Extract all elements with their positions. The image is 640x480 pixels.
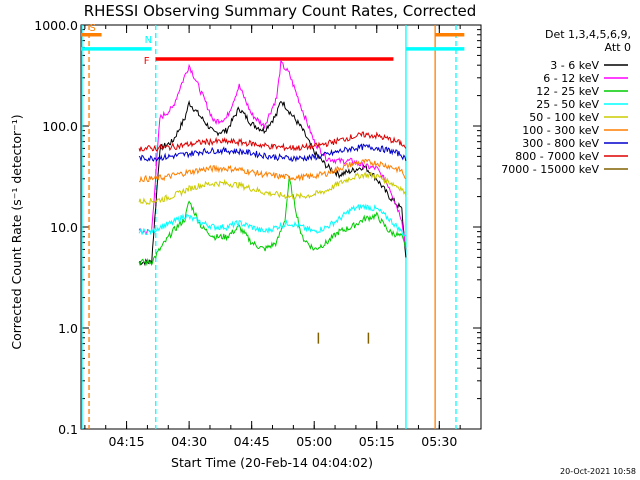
series-line (138, 99, 407, 267)
flag-label: F (144, 56, 150, 67)
legend-entry-label: 12 - 25 keV (536, 85, 599, 98)
series-7000-15000kev (317, 332, 370, 344)
legend-entry-label: 800 - 7000 keV (515, 150, 599, 163)
flag-label: N (145, 35, 152, 46)
legend-entry-label: 6 - 12 keV (543, 72, 599, 85)
x-tick-label: 05:30 (421, 434, 457, 449)
x-tick-label: 05:15 (359, 434, 395, 449)
legend-entry-label: 7000 - 15000 keV (501, 163, 599, 176)
series-300-800kev (138, 143, 407, 163)
chart-title: RHESSI Observing Summary Count Rates, Co… (84, 2, 477, 20)
legend-header-line-2: Att 0 (605, 41, 631, 54)
x-tick-label: 05:00 (296, 434, 332, 449)
timestamp-stamp: 20-Oct-2021 10:58 (560, 467, 636, 476)
y-tick-label: 10.0 (50, 220, 78, 235)
series-line (138, 158, 407, 183)
series-line (138, 143, 407, 163)
x-axis-tick-labels: 04:15 04:30 04:45 05:00 05:15 05:30 (109, 434, 458, 449)
y-axis-tick-labels: 0.1 1.0 10.0 100.0 1000.0 (34, 18, 78, 437)
x-axis-title: Start Time (20-Feb-14 04:04:02) (171, 455, 373, 470)
legend-entry-label: 25 - 50 keV (536, 98, 599, 111)
y-tick-label: 0.1 (58, 422, 78, 437)
series-50-100kev (138, 171, 407, 206)
series-line (138, 203, 407, 238)
legend-entry-label: 300 - 800 keV (522, 137, 599, 150)
series-line (138, 176, 407, 267)
x-tick-label: 04:15 (109, 434, 145, 449)
legend-entry-label: 100 - 300 keV (522, 124, 599, 137)
legend-entry-label: 50 - 100 keV (529, 111, 599, 124)
flag-label: S (90, 23, 96, 34)
y-tick-label: 1000.0 (34, 18, 78, 33)
series-line (138, 171, 407, 206)
plot-frame (80, 24, 482, 430)
vertical-markers (81, 25, 457, 429)
series-line (138, 131, 407, 152)
series-12-25kev (138, 176, 407, 267)
data-series (138, 60, 407, 344)
series-25-50kev (138, 203, 407, 238)
plot-border (80, 24, 482, 430)
flag-bars: S NF (81, 23, 465, 67)
y-axis-title: Corrected Count Rate (s⁻¹ detector⁻¹) (9, 114, 24, 349)
series-3-6kev (138, 99, 407, 267)
legend-header-line-1: Det 1,3,4,5,6,9, (545, 28, 631, 41)
legend-entry-label: 3 - 6 keV (550, 59, 599, 72)
y-tick-label: 1.0 (58, 321, 78, 336)
y-tick-label: 100.0 (42, 119, 78, 134)
series-100-300kev (138, 158, 407, 183)
x-tick-label: 04:45 (234, 434, 270, 449)
series-800-7000kev (138, 131, 407, 152)
x-tick-label: 04:30 (171, 434, 207, 449)
